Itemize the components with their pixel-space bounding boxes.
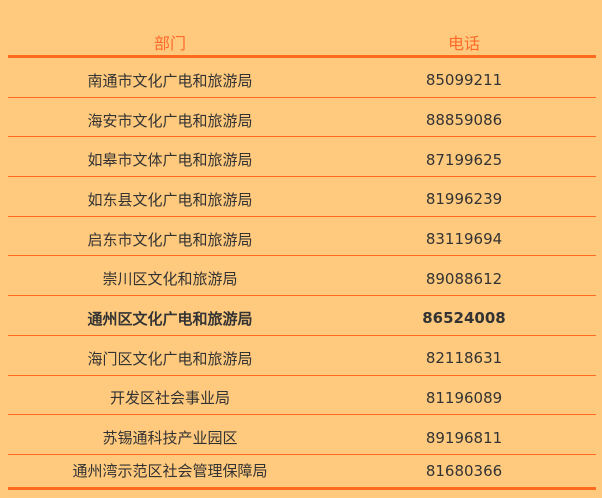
phone-cell: 87199625	[425, 150, 503, 169]
department-cell: 如东县文化广电和旅游局	[87, 190, 253, 209]
table-row: 开发区社会事业局 81196089	[8, 376, 596, 416]
phone-cell: 89196811	[425, 428, 503, 447]
phone-cell: 81196089	[425, 388, 503, 407]
phone-cell: 85099211	[425, 71, 503, 90]
department-cell: 启东市文化广电和旅游局	[87, 230, 253, 249]
table-row: 如东县文化广电和旅游局 81996239	[8, 177, 596, 217]
department-cell: 通州区文化广电和旅游局	[87, 309, 253, 328]
phone-cell: 81680366	[425, 461, 503, 480]
department-cell: 开发区社会事业局	[109, 389, 230, 408]
department-cell: 如皋市文体广电和旅游局	[87, 151, 253, 170]
phone-cell: 83119694	[425, 230, 503, 249]
department-cell: 苏锡通科技产业园区	[102, 429, 238, 448]
table-row: 海安市文化广电和旅游局 88859086	[8, 98, 596, 138]
table-row: 苏锡通科技产业园区 89196811	[8, 415, 596, 455]
phone-cell: 82118631	[425, 349, 503, 368]
phone-cell: 88859086	[425, 111, 503, 130]
phone-cell: 86524008	[422, 309, 506, 328]
table-row: 启东市文化广电和旅游局 83119694	[8, 217, 596, 257]
header-department: 部门	[153, 34, 186, 53]
header-phone: 电话	[447, 34, 480, 53]
table-row: 如皋市文体广电和旅游局 87199625	[8, 137, 596, 178]
table-row: 通州区文化广电和旅游局 86524008	[8, 296, 596, 336]
table-header: 部门 电话	[8, 26, 596, 58]
table-row: 通州湾示范区社会管理保障局 81680366	[8, 455, 596, 490]
phone-cell: 81996239	[425, 190, 503, 209]
department-cell: 通州湾示范区社会管理保障局	[72, 462, 268, 481]
department-cell: 南通市文化广电和旅游局	[87, 71, 253, 90]
phone-cell: 89088612	[425, 269, 503, 288]
department-cell: 海安市文化广电和旅游局	[87, 111, 253, 130]
contact-table: 部门 电话 南通市文化广电和旅游局 85099211 海安市文化广电和旅游局 8885…	[8, 26, 596, 490]
department-cell: 崇川区文化和旅游局	[102, 270, 238, 289]
table-row: 南通市文化广电和旅游局 85099211	[8, 58, 596, 98]
department-cell: 海门区文化广电和旅游局	[87, 349, 253, 368]
table-row: 海门区文化广电和旅游局 82118631	[8, 336, 596, 376]
table-row: 崇川区文化和旅游局 89088612	[8, 256, 596, 297]
